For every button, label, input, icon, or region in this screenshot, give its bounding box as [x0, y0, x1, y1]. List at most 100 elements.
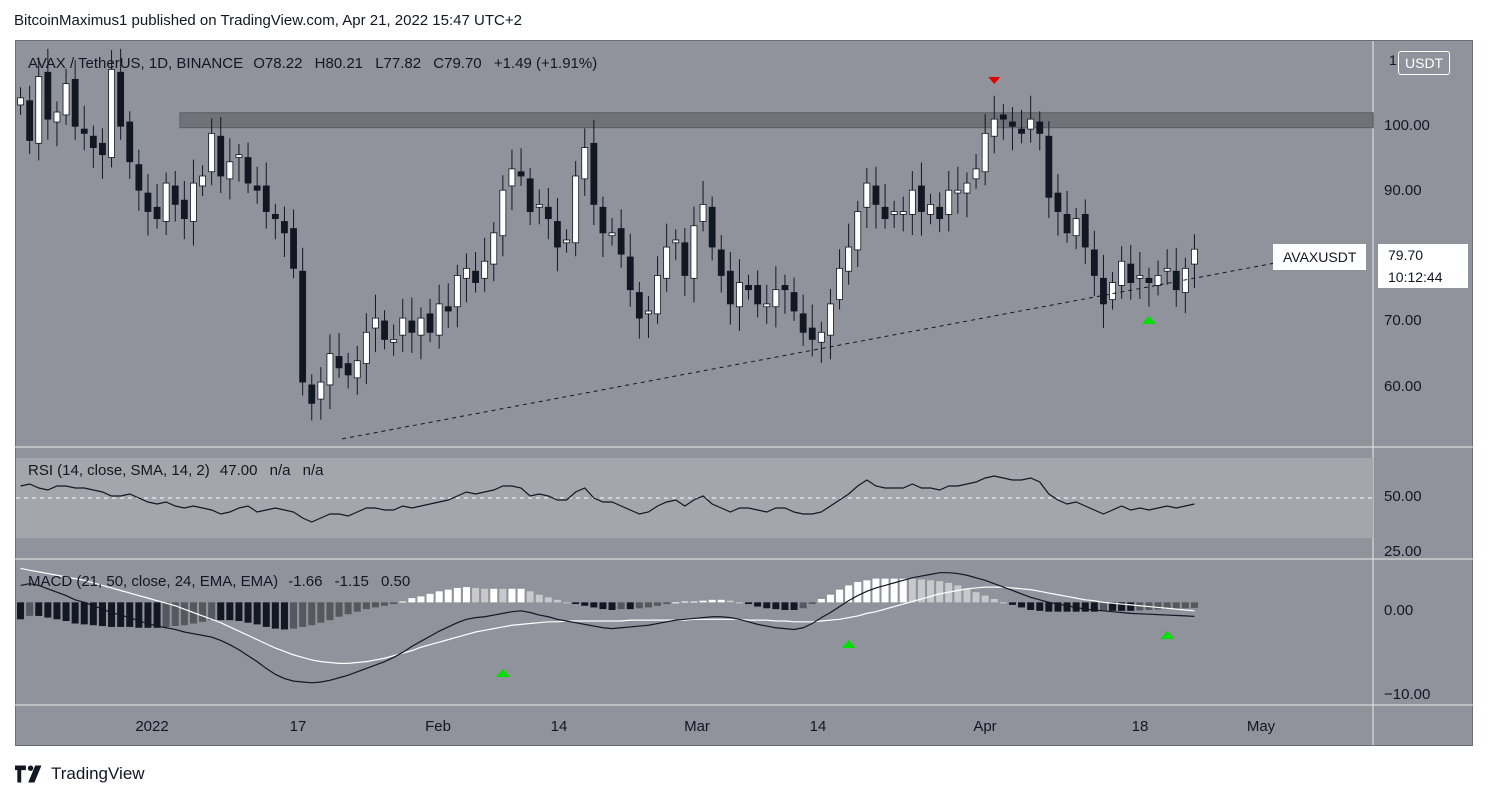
macd-histogram-bar [472, 587, 480, 603]
macd-histogram-bar [490, 588, 498, 603]
macd-histogram-bar [672, 602, 680, 604]
candle-body [35, 76, 43, 144]
macd-histogram-bar [1090, 602, 1098, 612]
candle-body [190, 182, 197, 222]
candle-body [89, 135, 97, 148]
candle-body [1163, 267, 1171, 272]
main-legend: AVAX / TetherUS, 1D, BINANCE O78.22 H80.… [28, 55, 597, 72]
bar-countdown: 10:12:44 [1388, 269, 1443, 285]
candle-body [736, 282, 743, 308]
brand-name: TradingView [51, 764, 145, 783]
macd-histogram-bar [899, 578, 907, 603]
macd-histogram-bar [199, 602, 207, 622]
macd-histogram-bar [708, 599, 716, 603]
tradingview-logo[interactable]: TradingView [15, 764, 145, 784]
chart-canvas[interactable] [0, 0, 1489, 760]
candle-body [954, 189, 962, 194]
candle-body [108, 69, 115, 158]
candle-body [617, 228, 625, 255]
chart-area[interactable] [15, 40, 1473, 746]
candle-body [899, 211, 907, 215]
price-label-70: 70.00 [1384, 312, 1422, 329]
macd-histogram-bar [754, 602, 762, 607]
time-label-feb14: 14 [550, 718, 568, 735]
macd-histogram-bar [936, 581, 944, 603]
candle-body [271, 213, 279, 220]
ascending-support-line [342, 262, 1274, 440]
tradingview-logo-icon [15, 765, 42, 783]
candle-body [117, 71, 125, 127]
macd-histogram-bar [1163, 602, 1171, 610]
candle-body [726, 270, 734, 305]
candle-body [1109, 282, 1116, 301]
candle-body [171, 185, 179, 205]
macd-histogram-bar [626, 602, 634, 610]
candle-body [217, 135, 225, 177]
macd-histogram-bar [1127, 602, 1135, 611]
rsi-value: 47.00 [219, 462, 258, 479]
macd-histogram-bar [726, 600, 734, 603]
macd-histogram-bar [144, 602, 152, 628]
candle-body [1191, 248, 1198, 265]
macd-histogram-bar [735, 602, 743, 604]
macd-histogram-bar [1045, 602, 1053, 612]
candle-body [253, 185, 261, 191]
time-label-2022: 2022 [135, 718, 169, 735]
macd-histogram-bar [845, 585, 853, 603]
macd-label[interactable]: MACD (21, 50, close, 24, EMA, EMA) [28, 573, 279, 590]
candle-body [599, 206, 607, 234]
candle-body [308, 384, 316, 404]
candle-body [1118, 260, 1126, 286]
candle-body [372, 317, 379, 329]
low-label: L [375, 55, 384, 72]
candle-body [290, 228, 297, 269]
macd-histogram-bar [317, 602, 325, 623]
candle-body [681, 242, 689, 276]
candle-body [945, 189, 953, 215]
candle-body [381, 320, 388, 340]
candle-body [1018, 128, 1025, 134]
macd-value-1: -1.66 [288, 573, 323, 590]
candle-body [62, 83, 70, 116]
price-label-90: 90.00 [1384, 182, 1422, 199]
macd-histogram-bar [1190, 602, 1198, 608]
macd-histogram-bar [408, 598, 416, 603]
macd-histogram-bar [890, 578, 898, 603]
currency-badge[interactable]: USDT [1398, 51, 1451, 75]
candle-body [990, 118, 998, 137]
macd-histogram-bar [972, 592, 980, 603]
macd-signal-line [20, 567, 1195, 664]
candle-body [17, 97, 24, 106]
rsi-label[interactable]: RSI (14, close, SMA, 14, 2) [28, 462, 210, 479]
candle-body [872, 185, 880, 205]
candle-body [162, 182, 170, 222]
macd-histogram-bar [808, 602, 816, 605]
candle-body [1145, 277, 1153, 283]
candle-body [344, 363, 352, 376]
macd-histogram-bar [553, 599, 561, 603]
macd-histogram-bar [981, 595, 989, 603]
symbol-label[interactable]: AVAX / TetherUS, 1D, BINANCE [28, 55, 244, 72]
candle-body [772, 289, 780, 308]
macd-value-3: 0.50 [381, 573, 411, 590]
macd-histogram-bar [290, 602, 298, 629]
candle-body [444, 306, 452, 312]
candle-body [790, 292, 798, 312]
candle-body [544, 206, 552, 220]
candle-body [135, 164, 143, 191]
macd-histogram-bar [745, 602, 753, 605]
macd-histogram-bar [271, 602, 279, 629]
candle-body [717, 249, 725, 276]
candle-body [362, 331, 370, 364]
macd-histogram-bar [590, 602, 598, 608]
macd-histogram-bar [572, 602, 580, 605]
macd-histogram-bar [1118, 602, 1126, 611]
candle-body [335, 356, 343, 369]
macd-histogram-bar [790, 602, 798, 610]
macd-histogram-bar [872, 578, 880, 603]
time-label-apr: Apr [973, 718, 997, 735]
candle-body [1172, 270, 1180, 291]
candle-body [44, 71, 52, 120]
macd-label-0: 0.00 [1384, 602, 1414, 619]
macd-histogram-bar [908, 578, 916, 603]
